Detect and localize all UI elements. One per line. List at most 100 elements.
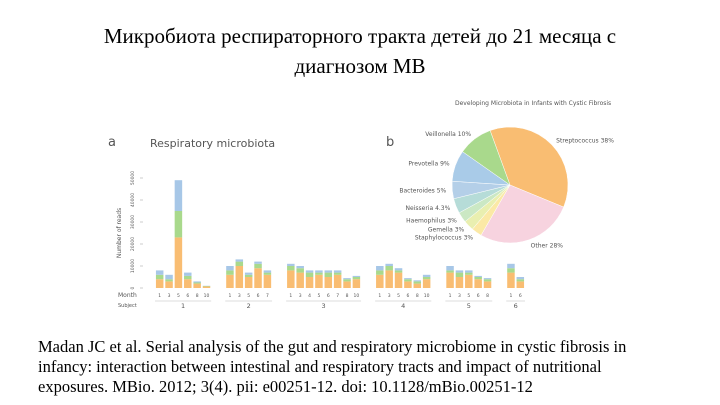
month-label: 8 xyxy=(416,293,419,299)
bar-segment xyxy=(226,274,234,288)
bar-segment xyxy=(202,286,211,288)
bar-segment xyxy=(174,211,183,238)
pie-label: Bacteroides 5% xyxy=(399,187,446,194)
bar-segment xyxy=(404,278,412,280)
subject-label: 5 xyxy=(467,302,471,310)
bar-segment xyxy=(474,275,482,277)
subject-label: 2 xyxy=(247,302,251,310)
pie-label: Veillonella 10% xyxy=(425,131,471,138)
bar-segment xyxy=(165,274,173,280)
value-label: 3% xyxy=(447,217,457,224)
bar-segment xyxy=(446,272,454,288)
bar-segment xyxy=(446,270,454,273)
bar-segment xyxy=(333,270,342,273)
bar-segment xyxy=(193,281,201,283)
bar-segment xyxy=(465,272,473,275)
value-label: 10% xyxy=(458,131,472,138)
month-label: 7 xyxy=(266,293,269,299)
month-label: 3 xyxy=(388,293,391,299)
bar-segment xyxy=(446,266,454,271)
bar-segment xyxy=(254,263,262,269)
month-label: 5 xyxy=(467,293,470,299)
category-name: Streptococcus xyxy=(556,137,599,144)
y-tick-label: 20000 xyxy=(130,237,136,251)
bar-segment xyxy=(352,279,361,288)
row-label: Subject xyxy=(118,303,137,309)
bar-segment xyxy=(333,274,342,288)
bar-segment xyxy=(474,277,482,280)
bar-segment xyxy=(155,279,164,288)
month-label: 1 xyxy=(378,293,381,299)
category-name: Bacteroides xyxy=(399,187,434,194)
bar-segment xyxy=(483,281,492,288)
bar-segment xyxy=(193,283,201,288)
bar-segment xyxy=(385,263,393,266)
category-name: Neisseria xyxy=(406,205,434,212)
bar-segment xyxy=(244,272,253,275)
caption-line: exposures. MBio. 2012; 3(4). pii: e00251… xyxy=(38,377,533,396)
pie-label: Haemophilus 3% xyxy=(406,217,457,224)
month-label: 1 xyxy=(158,293,161,299)
month-label: 6 xyxy=(477,293,480,299)
subject-label: 4 xyxy=(401,302,405,310)
category-name: Staphylococcus xyxy=(415,234,462,241)
bar-segment xyxy=(287,270,295,288)
bar-segment xyxy=(413,281,422,284)
bar-segment xyxy=(376,274,384,288)
bar-segment xyxy=(516,281,525,288)
panel-letter: a xyxy=(108,135,116,150)
bar-segment xyxy=(324,272,333,277)
bar-segment xyxy=(507,263,515,269)
caption-line: Madan JC et al. Serial analysis of the g… xyxy=(38,337,627,356)
bar-segment xyxy=(315,274,323,288)
bar-segment xyxy=(455,272,464,277)
bar-segment xyxy=(404,279,412,282)
bar-segment xyxy=(244,274,253,277)
value-label: 5% xyxy=(437,187,447,194)
month-label: 5 xyxy=(397,293,400,299)
month-label: 6 xyxy=(519,293,522,299)
bar-segment xyxy=(184,272,192,276)
bar-segment xyxy=(184,275,192,280)
bar-segment xyxy=(394,272,403,288)
value-label: 3% xyxy=(464,234,474,241)
bar-segment xyxy=(287,263,295,266)
subject-label: 6 xyxy=(514,302,518,310)
bar-segment xyxy=(394,270,403,273)
bar-segment xyxy=(263,270,272,273)
month-label: 7 xyxy=(336,293,339,299)
bar-segment xyxy=(305,277,314,288)
category-name: Prevotella xyxy=(408,160,438,167)
bar-segment xyxy=(165,279,173,282)
category-name: Gemella xyxy=(428,226,453,233)
caption-line: infancy: interaction between intestinal … xyxy=(38,357,602,376)
bar-segment xyxy=(516,279,525,282)
bar-segment xyxy=(376,266,384,271)
bar-segment xyxy=(287,266,295,271)
pie-label: Staphylococcus 3% xyxy=(415,234,474,241)
y-tick-label: 0 xyxy=(130,286,136,289)
bar-segment xyxy=(422,279,431,288)
bar-segment xyxy=(385,270,393,288)
bar-segment xyxy=(455,277,464,288)
month-label: 3 xyxy=(238,293,241,299)
subject-label: 1 xyxy=(181,302,185,310)
pie-label: Streptococcus 38% xyxy=(556,137,614,144)
pie-label: Other 28% xyxy=(531,242,564,249)
month-label: 5 xyxy=(177,293,180,299)
bar-segment xyxy=(343,278,351,280)
bar-segment xyxy=(296,266,304,269)
subject-label: 3 xyxy=(322,302,326,310)
bar-segment xyxy=(465,270,473,273)
bar-segment xyxy=(343,279,351,282)
bar-segment xyxy=(184,279,192,288)
bar-segment xyxy=(226,270,234,275)
bar-segment xyxy=(165,281,173,288)
month-label: 6 xyxy=(327,293,330,299)
month-label: 3 xyxy=(168,293,171,299)
month-label: 1 xyxy=(510,293,513,299)
bar-segment xyxy=(174,237,183,288)
bar-segment xyxy=(474,279,482,288)
bar-segment xyxy=(155,270,164,275)
value-label: 4.3% xyxy=(435,205,451,212)
